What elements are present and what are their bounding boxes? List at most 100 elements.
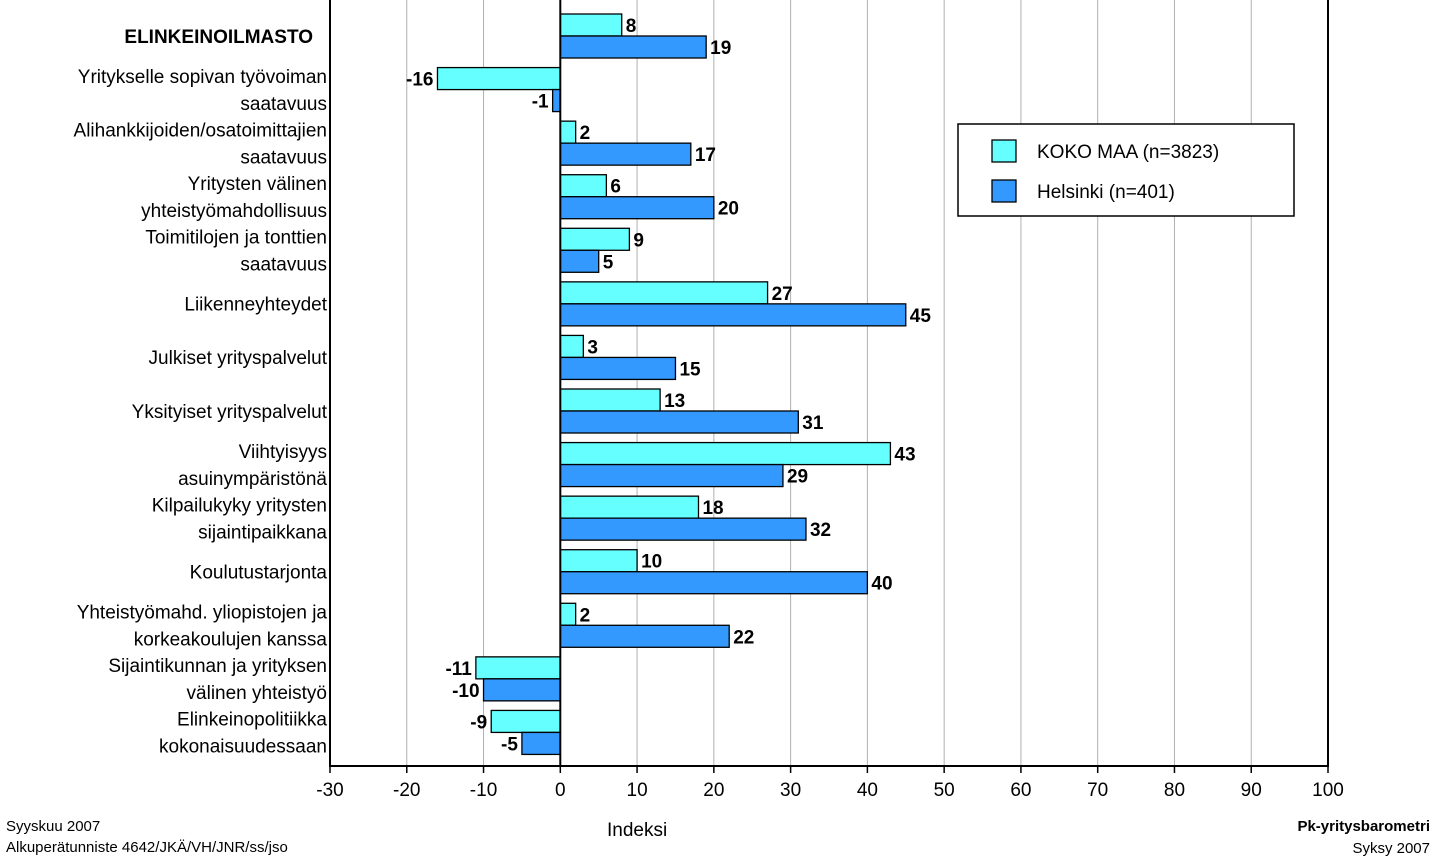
footer-date: Syyskuu 2007 <box>6 818 101 835</box>
value-label: 2 <box>580 605 591 626</box>
category-label-line: asuinympäristönä <box>178 469 327 490</box>
x-tick-label: 60 <box>1010 780 1031 801</box>
category-label: Yhteistyömahd. yliopistojen ja korkeakoul… <box>77 603 328 651</box>
bar <box>559 602 577 626</box>
category-label-line: saatavuus <box>240 94 327 115</box>
value-label: 15 <box>679 359 701 380</box>
value-label: 22 <box>733 627 754 648</box>
value-label: 27 <box>772 284 793 305</box>
category-label: Koulutustarjonta <box>190 563 328 584</box>
bar <box>559 495 700 519</box>
footer-brand: Pk-yritysbarometri <box>1297 818 1430 835</box>
legend-swatch <box>991 179 1017 203</box>
value-label: 10 <box>641 552 662 573</box>
value-label: -5 <box>501 734 518 755</box>
value-label: -10 <box>452 681 479 702</box>
x-tick-label: 30 <box>780 780 801 801</box>
category-label-line: Sijaintikunnan ja yrityksen <box>108 656 327 677</box>
category-label-line: Yksityiset yrityspalvelut <box>132 402 328 423</box>
bar <box>559 517 807 541</box>
bar <box>559 303 907 327</box>
value-label: 45 <box>910 306 932 327</box>
category-label-line: Alihankkijoiden/osatoimittajien <box>74 120 327 141</box>
category-label-line: Viihtyisyys <box>239 442 327 463</box>
bar <box>482 678 561 702</box>
bar <box>559 196 715 220</box>
bar <box>436 66 561 91</box>
bar <box>559 120 577 144</box>
category-label: Toimitilojen ja tonttien saatavuus <box>145 228 327 276</box>
value-label: -9 <box>470 712 487 733</box>
value-label: 29 <box>787 467 808 488</box>
x-tick-label: 90 <box>1241 780 1262 801</box>
bar <box>559 549 638 573</box>
bar <box>559 35 707 59</box>
x-tick-label: 40 <box>857 780 878 801</box>
bar <box>559 463 784 488</box>
category-label-line: Koulutustarjonta <box>190 563 328 584</box>
value-label: 6 <box>610 177 621 198</box>
value-label: 20 <box>718 199 739 220</box>
x-tick-label: 0 <box>555 780 566 801</box>
category-label-line: Yritykselle sopivan työvoiman <box>78 67 327 88</box>
bar <box>559 142 692 166</box>
bar <box>559 624 730 648</box>
plot-frame <box>329 0 1329 767</box>
category-label-line: korkeakoulujen kanssa <box>134 630 328 651</box>
bar <box>521 731 561 756</box>
bar <box>559 356 677 381</box>
value-label: -1 <box>532 92 549 113</box>
category-label-line: Yritysten välinen <box>188 174 327 195</box>
x-tick-label: 80 <box>1164 780 1185 801</box>
category-label: Alihankkijoiden/osatoimittajien saatavuus <box>74 120 327 168</box>
x-tick-label: 20 <box>703 780 724 801</box>
x-axis: -30 -20 -10 0 10 20 30 40 50 60 70 80 90 100 Indeksi <box>316 0 1344 841</box>
section-header-label: ELINKEINOILMASTO <box>124 27 313 48</box>
value-label: 17 <box>695 145 716 166</box>
category-label-line: yhteistyömahdollisuus <box>141 201 327 222</box>
category-label-line: Elinkeinopolitiikka <box>177 710 327 731</box>
category-label-line: Yhteistyömahd. yliopistojen ja <box>77 603 328 624</box>
value-label: 3 <box>587 337 598 358</box>
category-label-line: saatavuus <box>240 147 327 168</box>
bar <box>559 13 623 37</box>
category-label: Yksityiset yrityspalvelut <box>132 402 328 423</box>
value-label: 8 <box>626 16 637 37</box>
category-label: Viihtyisyys asuinympäristönä <box>178 442 327 490</box>
x-tick-label: 50 <box>934 780 955 801</box>
x-axis-label: Indeksi <box>607 820 667 841</box>
legend: KOKO MAA (n=3823) Helsinki (n=401) <box>957 123 1295 217</box>
x-tick-label: 10 <box>627 780 648 801</box>
category-label: Yritysten välinen yhteistyömahdollisuus <box>141 174 327 222</box>
legend-label: KOKO MAA (n=3823) <box>1037 142 1219 163</box>
category-label-line: Kilpailukyky yritysten <box>152 495 327 516</box>
value-labels: 8 -16 2 6 9 27 3 13 43 18 10 2 -11 -9 19 -1 17 20 5 45 15 31 2… <box>406 16 931 755</box>
value-label: 19 <box>710 38 731 59</box>
value-label: 2 <box>580 123 591 144</box>
legend-label: Helsinki (n=401) <box>1037 182 1175 203</box>
x-tick-label: -20 <box>393 780 420 801</box>
bar <box>475 656 561 680</box>
x-tick-label: -10 <box>470 780 497 801</box>
footer-source-id: Alkuperätunniste 4642/JKÄ/VH/JNR/ss/jso <box>6 839 288 856</box>
x-tick-label: 70 <box>1087 780 1108 801</box>
bar <box>559 249 600 273</box>
category-label-line: ELINKEINOILMASTO <box>124 27 313 48</box>
bar <box>559 174 608 198</box>
category-label-line: Julkiset yrityspalvelut <box>149 348 328 369</box>
category-label-line: saatavuus <box>240 255 327 276</box>
category-label: Kilpailukyky yritysten sijaintipaikkana <box>152 495 328 543</box>
category-labels: ELINKEINOILMASTO Yritykselle sopivan työv… <box>74 27 328 758</box>
category-label-line: Toimitilojen ja tonttien <box>145 228 327 249</box>
category-label: Julkiset yrityspalvelut <box>149 348 328 369</box>
bars <box>436 13 907 756</box>
value-label: 9 <box>633 230 644 251</box>
category-label-line: välinen yhteistyö <box>187 683 327 704</box>
value-label: 18 <box>702 498 723 519</box>
bar <box>559 227 631 251</box>
bar <box>559 334 584 359</box>
value-label: 31 <box>802 413 824 434</box>
bar <box>551 88 561 113</box>
bar <box>559 410 799 434</box>
